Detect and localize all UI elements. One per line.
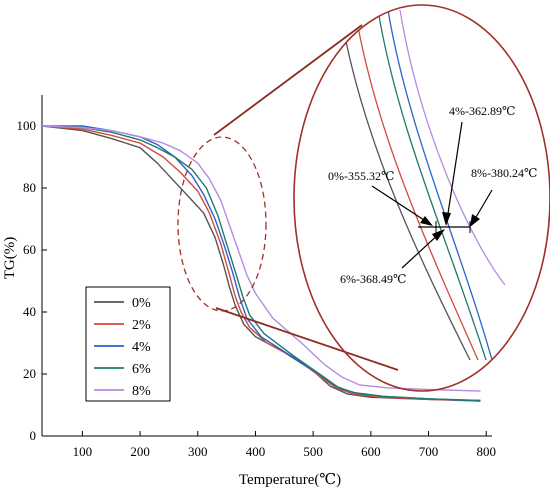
- zoom-connector-top: [213, 24, 363, 136]
- series-lines: [41, 125, 481, 402]
- x-tick-label-4: 500: [303, 444, 323, 459]
- legend-label-4pct: 4%: [132, 340, 151, 355]
- arrow-0-head: [420, 216, 433, 226]
- series-line-0pct: [41, 125, 481, 402]
- inset-magnified-lines: [339, 9, 506, 361]
- inset-line-6pct: [377, 9, 487, 361]
- zoom-connector-bottom: [215, 307, 399, 371]
- inset-line-2pct: [354, 9, 479, 361]
- legend: 0% 2% 4% 6% 8%: [85, 286, 171, 402]
- y-tick-label-2: 40: [23, 304, 36, 319]
- arrow-8-head: [470, 214, 480, 227]
- callout-4: 4%-362.89℃: [449, 104, 515, 118]
- x-tick-label-3: 400: [246, 444, 266, 459]
- inset-callouts: 0%-355.32℃ 4%-362.89℃ 8%-380.24℃ 6%-368.…: [328, 104, 537, 286]
- x-tick-label-1: 200: [130, 444, 150, 459]
- y-tick-label-3: 60: [23, 242, 36, 257]
- inset-line-0pct: [339, 9, 471, 361]
- x-tick-label-6: 700: [419, 444, 439, 459]
- legend-box: [85, 286, 171, 402]
- y-axis-title: TG(%): [2, 237, 18, 279]
- y-tick-label-4: 80: [23, 180, 36, 195]
- x-ticks: 100 200 300 400 500 600 700 800: [73, 431, 496, 459]
- arrow-4-line: [446, 121, 463, 221]
- legend-label-8pct: 8%: [132, 384, 151, 399]
- y-tick-label-1: 20: [23, 366, 36, 381]
- inset-line-8pct: [399, 9, 506, 286]
- arrow-0-line: [371, 185, 431, 225]
- series-line-6pct: [41, 125, 481, 402]
- x-tick-label-5: 600: [361, 444, 381, 459]
- arrow-6-head: [432, 229, 445, 241]
- series-line-2pct: [41, 125, 481, 402]
- inset-ellipse: [293, 4, 550, 392]
- arrow-6-line: [401, 231, 442, 269]
- callout-0: 0%-355.32℃: [328, 169, 394, 183]
- arrow-4-head: [442, 212, 451, 226]
- x-tick-label-7: 800: [476, 444, 496, 459]
- y-ticks: 0 20 40 60 80 100: [17, 118, 47, 443]
- x-tick-label-2: 300: [188, 444, 208, 459]
- legend-label-6pct: 6%: [132, 362, 151, 377]
- series-line-8pct: [41, 125, 481, 392]
- legend-label-2pct: 2%: [132, 318, 151, 333]
- callout-6: 6%-368.49℃: [340, 272, 406, 286]
- legend-label-0pct: 0%: [132, 296, 151, 311]
- zoom-region-ellipse: [177, 136, 267, 312]
- callout-8: 8%-380.24℃: [471, 166, 537, 180]
- x-tick-label-0: 100: [73, 444, 93, 459]
- x-axis-title: Temperature(℃): [239, 472, 341, 488]
- inset-line-4pct: [387, 9, 493, 361]
- y-tick-label-0: 0: [30, 428, 37, 443]
- y-tick-label-5: 100: [17, 118, 37, 133]
